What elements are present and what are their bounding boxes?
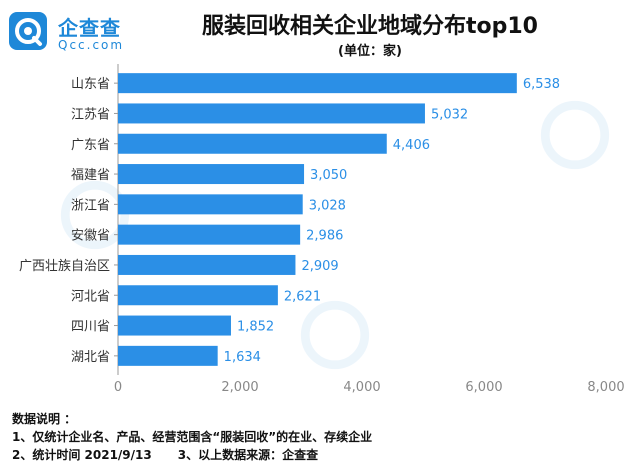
- bar: [118, 164, 305, 185]
- bar-value-label: 2,621: [284, 289, 321, 304]
- chart-subtitle: (单位：家): [338, 44, 402, 59]
- category-label: 安徽省: [71, 229, 110, 244]
- bar-value-label: 3,050: [310, 168, 347, 183]
- notes-line-2-3: 2、统计时间 2021/9/13 3、以上数据来源：企查查: [12, 446, 372, 464]
- data-notes: 数据说明 ： 1、仅统计企业名、产品、经营范围含“服装回收”的在业、存续企业 2…: [12, 410, 372, 464]
- category-label: 广西壮族自治区: [19, 258, 110, 274]
- notes-line-3: 3、以上数据来源：企查查: [177, 448, 319, 462]
- category-label: 湖北省: [71, 350, 110, 365]
- notes-heading: 数据说明 ：: [12, 412, 77, 426]
- x-tick-label: 8,000: [587, 380, 624, 395]
- bar: [118, 285, 278, 306]
- bar-value-label: 5,032: [431, 107, 468, 122]
- bar-value-label: 4,406: [393, 138, 430, 153]
- bar-value-label: 2,909: [301, 259, 338, 274]
- logo-name: 企查查: [58, 16, 121, 40]
- category-label: 江苏省: [71, 106, 110, 122]
- category-label: 山东省: [71, 77, 110, 92]
- bar: [118, 73, 517, 94]
- bar: [118, 224, 301, 245]
- bar-value-label: 1,634: [224, 350, 261, 365]
- bar: [118, 315, 231, 336]
- x-tick-label: 4,000: [343, 380, 380, 395]
- category-label: 浙江省: [71, 198, 110, 213]
- x-tick-label: 6,000: [465, 380, 502, 395]
- qcc-logo-icon: [9, 12, 47, 50]
- category-label: 河北省: [71, 289, 110, 304]
- category-label: 广东省: [71, 138, 110, 153]
- bar-value-label: 2,986: [306, 229, 343, 244]
- notes-line-2: 2、统计时间 2021/9/13: [12, 448, 152, 462]
- bar: [118, 194, 303, 215]
- bar: [118, 103, 425, 124]
- bar-chart: 山东省 6,538 江苏省 5,032 广东省 4,406 福建省 3,050 浙江省 3,028…: [19, 64, 625, 395]
- bar: [118, 345, 218, 366]
- x-tick-label: 2,000: [221, 380, 258, 395]
- brand-logo: 企查查 Qcc.com: [8, 8, 158, 58]
- bar-value-label: 3,028: [309, 198, 346, 213]
- bar: [118, 254, 296, 275]
- chart-title: 服装回收相关企业地域分布top10: [202, 14, 538, 39]
- category-label: 福建省: [71, 168, 110, 183]
- bar-value-label: 6,538: [523, 77, 560, 92]
- bar: [118, 133, 387, 154]
- category-label: 四川省: [71, 320, 110, 335]
- notes-line-1: 1、仅统计企业名、产品、经营范围含“服装回收”的在业、存续企业: [12, 430, 373, 444]
- logo-subtitle: Qcc.com: [58, 38, 125, 52]
- x-tick-label: 0: [114, 380, 122, 395]
- bar-value-label: 1,852: [237, 320, 274, 335]
